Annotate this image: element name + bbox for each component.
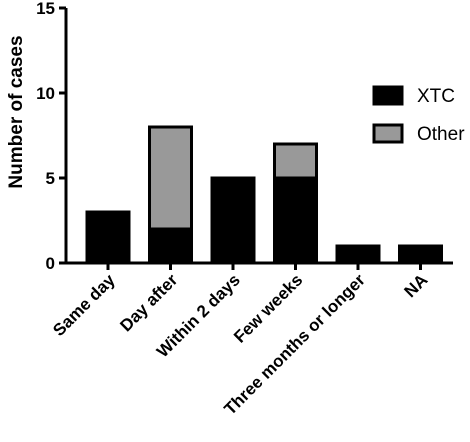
bar-xtc-1	[148, 227, 193, 265]
bar-other-3	[273, 142, 318, 180]
bar-xtc-2	[210, 176, 256, 265]
bar-other-1	[148, 125, 193, 231]
x-tick-label: Day after	[116, 270, 181, 335]
y-tick-label: 5	[46, 169, 55, 188]
legend: XTC Other	[372, 85, 465, 145]
legend-label-xtc: XTC	[417, 86, 455, 107]
bar-xtc-4	[335, 244, 381, 265]
legend-label-other: Other	[417, 124, 465, 145]
y-axis-title: Number of cases	[6, 35, 27, 188]
y-tick-label: 10	[36, 84, 55, 103]
bar-xtc-3	[273, 176, 318, 265]
bars	[85, 125, 443, 265]
x-tick-label: NA	[401, 270, 432, 301]
x-tick-label: Same day	[49, 270, 119, 340]
bar-xtc-5	[398, 244, 443, 265]
y-tick-label: 0	[46, 254, 55, 273]
bar-xtc-0	[85, 210, 131, 265]
y-tick-label: 15	[36, 0, 55, 18]
y-axis: 0 5 10 15	[36, 0, 68, 273]
legend-swatch-other	[372, 123, 404, 144]
legend-swatch-xtc	[372, 85, 404, 106]
